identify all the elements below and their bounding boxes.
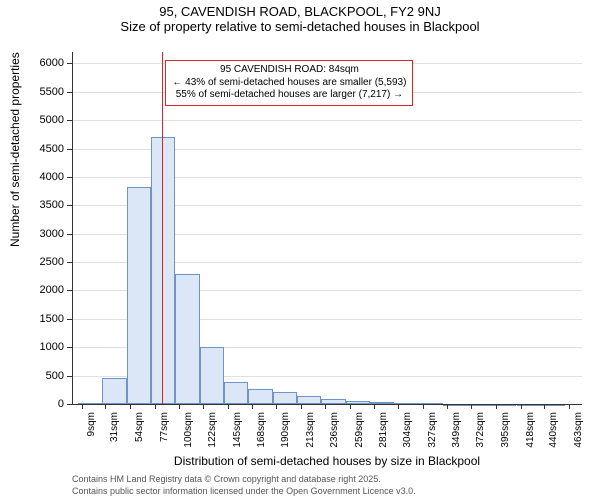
x-tick-label: 122sqm — [207, 412, 218, 448]
y-tick-label: 2500 — [0, 256, 64, 268]
attribution-line1: Contains HM Land Registry data © Crown c… — [72, 474, 381, 484]
histogram-bar — [224, 382, 248, 404]
x-tick-label: 77sqm — [159, 412, 170, 442]
x-tick — [325, 404, 326, 409]
x-tick-label: 327sqm — [427, 412, 438, 448]
histogram-bar — [127, 187, 152, 404]
x-tick — [155, 404, 156, 409]
x-tick-label: 304sqm — [402, 412, 413, 448]
histogram-bar — [273, 392, 298, 404]
x-tick-label: 349sqm — [451, 412, 462, 448]
x-tick-label: 213sqm — [305, 412, 316, 448]
y-tick-label: 1500 — [0, 313, 64, 325]
histogram-bar — [151, 137, 175, 404]
x-tick-label: 440sqm — [548, 412, 559, 448]
annotation-line3: 55% of semi-detached houses are larger (… — [172, 89, 406, 102]
x-tick-label: 236sqm — [329, 412, 340, 448]
x-tick — [521, 404, 522, 409]
x-tick-label: 281sqm — [378, 412, 389, 448]
x-tick-label: 259sqm — [354, 412, 365, 448]
y-tick-label: 500 — [0, 370, 64, 382]
y-gridline — [72, 149, 582, 150]
annotation-line1: 95 CAVENDISH ROAD: 84sqm — [172, 64, 406, 77]
y-tick-label: 2000 — [0, 284, 64, 296]
x-tick — [496, 404, 497, 409]
annotation-box: 95 CAVENDISH ROAD: 84sqm← 43% of semi-de… — [165, 60, 413, 106]
x-axis-label: Distribution of semi-detached houses by … — [72, 454, 582, 468]
attribution-line2: Contains public sector information licen… — [72, 486, 416, 496]
x-tick — [544, 404, 545, 409]
x-tick — [398, 404, 399, 409]
histogram-bar — [175, 274, 200, 404]
x-tick-label: 168sqm — [256, 412, 267, 448]
x-tick-label: 418sqm — [525, 412, 536, 448]
x-tick — [471, 404, 472, 409]
x-tick-label: 100sqm — [183, 412, 194, 448]
y-gridline — [72, 120, 582, 121]
x-tick-label: 31sqm — [109, 412, 120, 442]
x-tick-label: 145sqm — [232, 412, 243, 448]
x-tick — [228, 404, 229, 409]
x-tick-label: 395sqm — [500, 412, 511, 448]
histogram-bar — [297, 396, 321, 404]
x-tick — [252, 404, 253, 409]
x-tick — [179, 404, 180, 409]
y-axis — [72, 52, 73, 404]
x-tick-label: 463sqm — [573, 412, 584, 448]
x-tick — [130, 404, 131, 409]
histogram-bar — [200, 347, 225, 404]
x-tick-label: 9sqm — [86, 412, 97, 436]
y-gridline — [72, 177, 582, 178]
x-axis — [72, 404, 582, 405]
x-tick — [374, 404, 375, 409]
histogram-chart: 0500100015002000250030003500400045005000… — [0, 4, 600, 504]
reference-line — [162, 52, 163, 404]
x-tick — [203, 404, 204, 409]
x-tick — [423, 404, 424, 409]
x-tick-label: 372sqm — [475, 412, 486, 448]
histogram-bar — [248, 389, 273, 404]
x-tick — [447, 404, 448, 409]
x-tick — [350, 404, 351, 409]
y-tick-label: 0 — [0, 398, 64, 410]
x-tick — [569, 404, 570, 409]
x-tick — [82, 404, 83, 409]
x-tick — [105, 404, 106, 409]
y-tick-label: 1000 — [0, 341, 64, 353]
x-tick-label: 54sqm — [134, 412, 145, 442]
x-tick-label: 190sqm — [280, 412, 291, 448]
y-axis-label: Number of semi-detached properties — [8, 207, 22, 247]
x-tick — [301, 404, 302, 409]
annotation-line2: ← 43% of semi-detached houses are smalle… — [172, 77, 406, 90]
histogram-bar — [102, 378, 127, 404]
x-tick — [276, 404, 277, 409]
